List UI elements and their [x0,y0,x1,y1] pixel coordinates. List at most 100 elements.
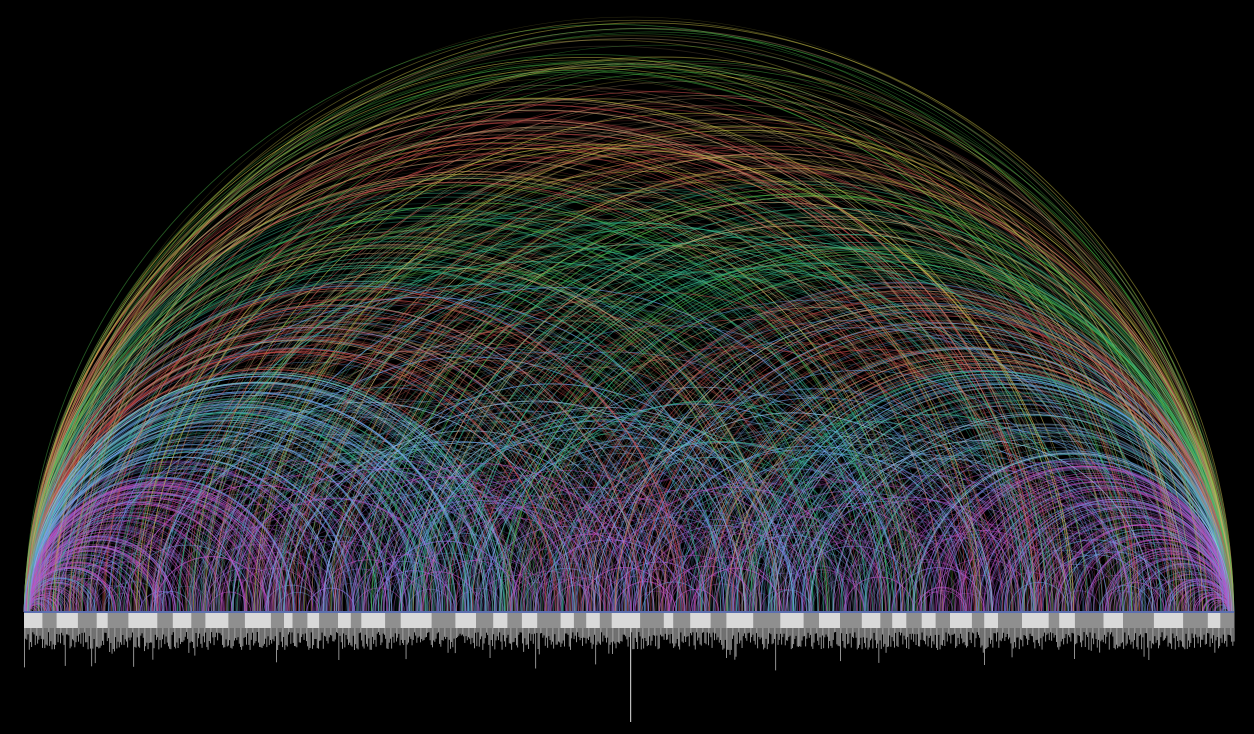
bar [568,628,570,647]
arc [708,352,1229,613]
arc [69,31,1230,613]
bar [942,628,943,646]
bar [531,628,533,635]
arc [27,372,508,613]
bar [309,628,311,648]
bar [420,628,421,643]
arc [916,587,966,613]
bar [174,628,175,647]
bar [1074,628,1075,659]
arc [57,59,1178,613]
bar [78,628,79,642]
arc [244,398,671,613]
arc [749,370,1232,613]
bar [1177,628,1179,641]
bar [46,628,48,646]
arc [52,147,982,613]
bar [866,628,868,638]
bar [183,628,185,641]
bar [808,628,810,638]
arc [25,244,761,613]
arc [291,156,1203,613]
bar [580,628,582,638]
bar [1216,628,1218,637]
arc [27,520,210,613]
bar [464,628,466,643]
bar [1153,628,1155,645]
arc [197,452,517,613]
arc [587,295,1233,613]
bar [876,628,877,648]
bar [986,628,988,649]
arc [753,374,1231,613]
bar [732,628,733,639]
arc [991,526,1163,613]
bar [873,628,875,633]
bar [1167,628,1169,647]
arc [274,419,669,613]
bar [1189,628,1191,647]
bar [966,628,967,648]
bar [666,628,667,640]
arc [1039,516,1230,613]
bar [1106,628,1108,637]
arc [493,469,779,613]
bar [800,628,802,647]
arc [24,257,746,613]
arc [998,532,1157,613]
bar [980,628,982,648]
arc [28,421,410,613]
bar [111,628,113,654]
bar [1207,628,1209,633]
arc [26,386,487,613]
arc [27,549,158,613]
arc [26,531,194,613]
bar [324,628,325,636]
arc [283,242,1036,613]
bar [1092,628,1093,639]
bar [117,628,119,642]
arc [377,325,963,613]
bar [711,628,713,648]
bar [933,628,935,645]
bar [636,628,637,642]
bar [1228,628,1230,635]
arc [246,264,941,613]
bar [514,628,516,638]
arc [164,398,602,613]
bar [571,628,573,639]
bar [272,628,274,640]
bar [72,628,73,640]
bar [1197,628,1199,644]
bar [1180,628,1182,642]
arc [901,530,1065,613]
arc [239,399,675,613]
arc [486,507,697,613]
arc [24,417,423,613]
bar [154,628,156,635]
bar [1176,628,1177,637]
bar [577,628,579,633]
bar [964,628,966,646]
bar [650,628,652,646]
arc [25,168,913,613]
bar [195,628,197,633]
bar [766,628,768,650]
bar [746,628,748,641]
bar [938,628,940,635]
bar [615,628,617,649]
bar [1159,628,1161,646]
arc [130,60,1234,613]
arc [27,425,402,613]
bar [504,628,505,642]
arc [1054,524,1229,613]
arc [266,455,587,613]
bar [536,628,538,633]
bar [88,628,90,637]
arc [28,138,977,613]
arc [450,221,1233,613]
bar [728,628,730,650]
arc [37,62,1137,613]
bar [912,628,913,634]
